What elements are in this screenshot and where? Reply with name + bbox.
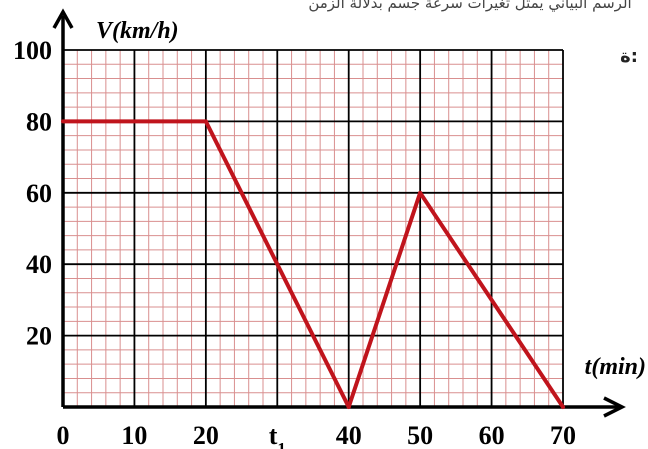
major-grid xyxy=(63,49,564,407)
y-tick-label: 80 xyxy=(26,107,52,136)
y-tick-label: 20 xyxy=(26,322,52,351)
x-tick-label: 0 xyxy=(57,421,70,449)
series-segment xyxy=(418,190,565,409)
axes xyxy=(52,8,626,418)
side-text: ة: xyxy=(620,46,638,67)
x-axis-arrow-icon xyxy=(603,396,626,418)
x-tick-label: t1 xyxy=(269,421,286,449)
series-segment xyxy=(203,119,351,409)
x-tick-label: 50 xyxy=(407,421,433,449)
x-tick-label: 40 xyxy=(336,421,362,449)
series-segment xyxy=(346,190,423,409)
x-axis-title: t(min) xyxy=(585,354,646,380)
x-tick-label: 10 xyxy=(121,421,147,449)
header-text: الرسم البياني يمثل تغيرات سرعة جسم بدلال… xyxy=(308,0,631,13)
tick-labels: 0 10 20 t1 40 50 60 70 100 80 60 40 20 xyxy=(13,36,576,449)
y-tick-label: 100 xyxy=(13,36,52,65)
x-tick-label: 60 xyxy=(479,421,505,449)
y-tick-label: 40 xyxy=(26,250,52,279)
y-axis-arrow-icon xyxy=(52,8,74,29)
series-layer xyxy=(61,119,565,409)
y-tick-label: 60 xyxy=(26,179,52,208)
x-tick-label: 20 xyxy=(193,421,219,449)
x-tick-label: 70 xyxy=(550,421,576,449)
y-axis-title: V(km/h) xyxy=(96,18,179,44)
minor-grid xyxy=(63,50,563,407)
